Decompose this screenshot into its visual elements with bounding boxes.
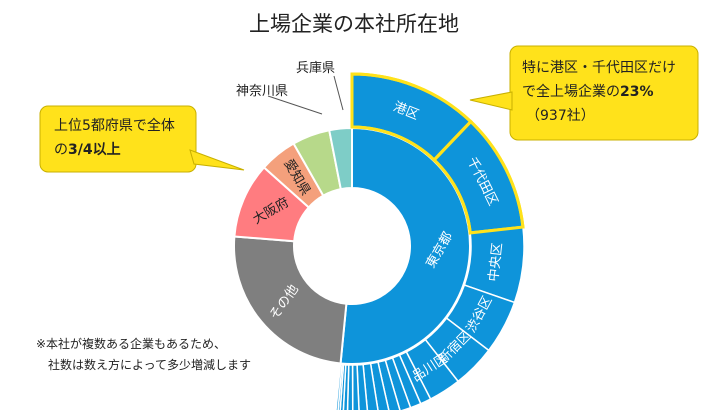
callout-left: 上位5都府県で全体 の3/4以上: [54, 114, 175, 162]
outer-label-2: 中央区: [486, 242, 505, 282]
callout-right-pointer: [469, 91, 513, 111]
callout-right: 特に港区・千代田区だけ で全上場企業の23% （937社）: [522, 56, 676, 128]
inner-slice-5: [328, 126, 353, 191]
callout-left-line1: 上位5都府県で全体: [54, 118, 175, 134]
callout-left-pointer: [189, 149, 245, 171]
footnote-line1: ※本社が複数ある企業もあるため、: [36, 337, 227, 351]
callout-left-line2-pre: の: [54, 142, 68, 158]
callout-left-line2-bold: 3/4以上: [68, 142, 121, 158]
callout-right-bubble: [509, 45, 699, 141]
leader-hyogo: [333, 75, 344, 111]
callout-right-line2-pre: で全上場企業の: [522, 84, 620, 100]
callout-right-line3: （937社）: [526, 108, 595, 124]
footnote: ※本社が複数ある企業もあるため、 社数は数え方によって多少増減します: [36, 334, 251, 376]
callout-right-line2-bold: 23%: [620, 84, 654, 100]
inner-slice-1: [233, 235, 348, 365]
callout-left-bubble: [39, 105, 197, 173]
callout-right-line1: 特に港区・千代田区だけ: [522, 60, 676, 76]
footnote-line2: 社数は数え方によって多少増減します: [48, 358, 252, 372]
highlight-outline-1: [432, 119, 525, 235]
outer-slice-18: [335, 363, 343, 410]
label-hyogo: 兵庫県: [296, 61, 335, 76]
leader-kanagawa: [267, 95, 323, 115]
chart-title: 上場企業の本社所在地: [249, 12, 459, 36]
label-kanagawa: 神奈川県: [236, 84, 288, 99]
